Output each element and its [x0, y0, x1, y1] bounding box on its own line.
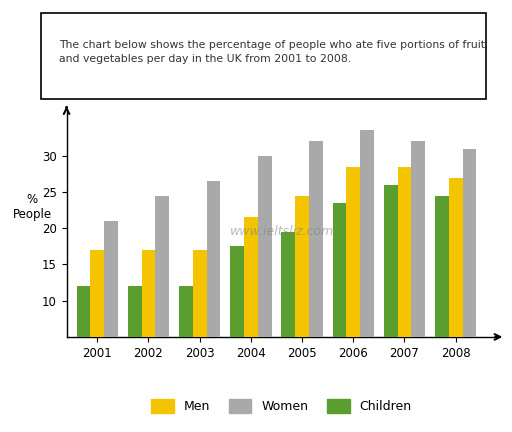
Bar — [104, 221, 118, 373]
Bar — [258, 156, 271, 373]
Bar — [230, 246, 244, 373]
FancyBboxPatch shape — [41, 13, 486, 99]
Bar — [397, 167, 411, 373]
Bar — [360, 130, 374, 373]
Text: www.ieltsliz.com: www.ieltsliz.com — [229, 225, 334, 238]
Bar — [333, 203, 346, 373]
Bar — [309, 141, 323, 373]
Y-axis label: %
People: % People — [13, 193, 52, 221]
Bar — [141, 250, 156, 373]
Bar — [90, 250, 104, 373]
Bar — [206, 181, 220, 373]
Bar — [435, 196, 449, 373]
Bar — [156, 196, 169, 373]
Bar — [463, 149, 476, 373]
Bar — [193, 250, 206, 373]
Bar — [77, 286, 90, 373]
Bar — [411, 141, 425, 373]
Bar — [128, 286, 141, 373]
Bar — [295, 196, 309, 373]
Bar — [449, 178, 463, 373]
Bar — [384, 185, 397, 373]
Bar — [346, 167, 360, 373]
Bar — [281, 232, 295, 373]
Bar — [179, 286, 193, 373]
Bar — [244, 217, 258, 373]
Legend: Men, Women, Children: Men, Women, Children — [145, 393, 418, 419]
Text: The chart below shows the percentage of people who ate five portions of fruit
an: The chart below shows the percentage of … — [59, 40, 485, 64]
